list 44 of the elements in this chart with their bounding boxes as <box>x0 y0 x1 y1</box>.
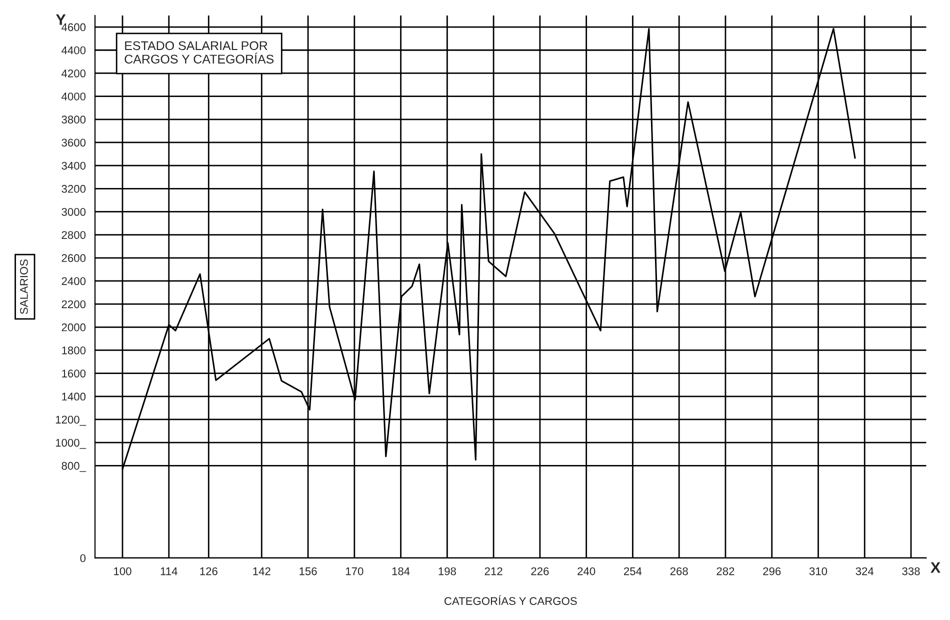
y-tick-label: 3400 <box>62 162 86 170</box>
text: ESTADO SALARIAL POR CARGOS Y CATEGORÍAS <box>124 41 274 64</box>
x-tick-label: 126 <box>200 567 218 576</box>
x-tick-label: 156 <box>300 567 317 576</box>
x-tick-label: 338 <box>902 567 920 576</box>
y-tick-label: 2200 <box>62 300 86 308</box>
x-tick-label: 240 <box>578 567 596 576</box>
y-tick-label: 4400 <box>62 46 86 54</box>
y-tick-label: 3200 <box>62 184 86 193</box>
y-tick-label: 4000 <box>62 92 86 100</box>
y-axis-title: SALARIOS <box>20 259 28 314</box>
y-tick-label: 1000_ <box>56 438 86 449</box>
y-tick-label: 3000 <box>62 208 86 216</box>
y-tick-label: 0 <box>80 554 86 562</box>
x-tick-label: 254 <box>624 567 642 576</box>
x-tick-label: 184 <box>392 567 410 576</box>
y-tick-label: 1600 <box>62 370 86 378</box>
x-tick-label: 310 <box>809 567 828 576</box>
x-tick-label: 296 <box>763 567 781 576</box>
x-tick-label: 142 <box>253 567 270 576</box>
y-tick-label: 1400 <box>62 392 86 401</box>
y-tick-label: 800_ <box>62 462 86 472</box>
y-tick-label: 3800 <box>62 116 86 124</box>
x-tick-label: 282 <box>716 567 734 576</box>
x-tick-label: 226 <box>531 567 549 576</box>
x-tick-label: 324 <box>856 567 874 576</box>
text: X <box>930 562 940 573</box>
y-tick-label: 2400 <box>62 277 86 286</box>
x-tick-label: 268 <box>670 567 688 576</box>
y-tick-label: 1800 <box>62 346 86 354</box>
y-tick-label: 3600 <box>62 138 86 147</box>
x-tick-label: 170 <box>346 567 364 576</box>
x-tick-label: 198 <box>438 567 456 576</box>
text: Y <box>56 14 66 25</box>
x-axis-title: CATEGORÍAS Y CARGOS <box>444 595 577 605</box>
y-tick-label: 2600 <box>62 254 86 262</box>
y-tick-label: 1200_ <box>56 416 86 426</box>
y-tick-label: 4200 <box>62 69 86 78</box>
y-tick-label: 4600 <box>62 23 86 32</box>
y-tick-label: 2800 <box>62 231 86 239</box>
x-tick-label: 114 <box>160 567 178 576</box>
x-tick-label: 100 <box>114 567 132 576</box>
y-tick-label: 2000 <box>62 323 86 332</box>
x-tick-label: 212 <box>484 567 502 576</box>
